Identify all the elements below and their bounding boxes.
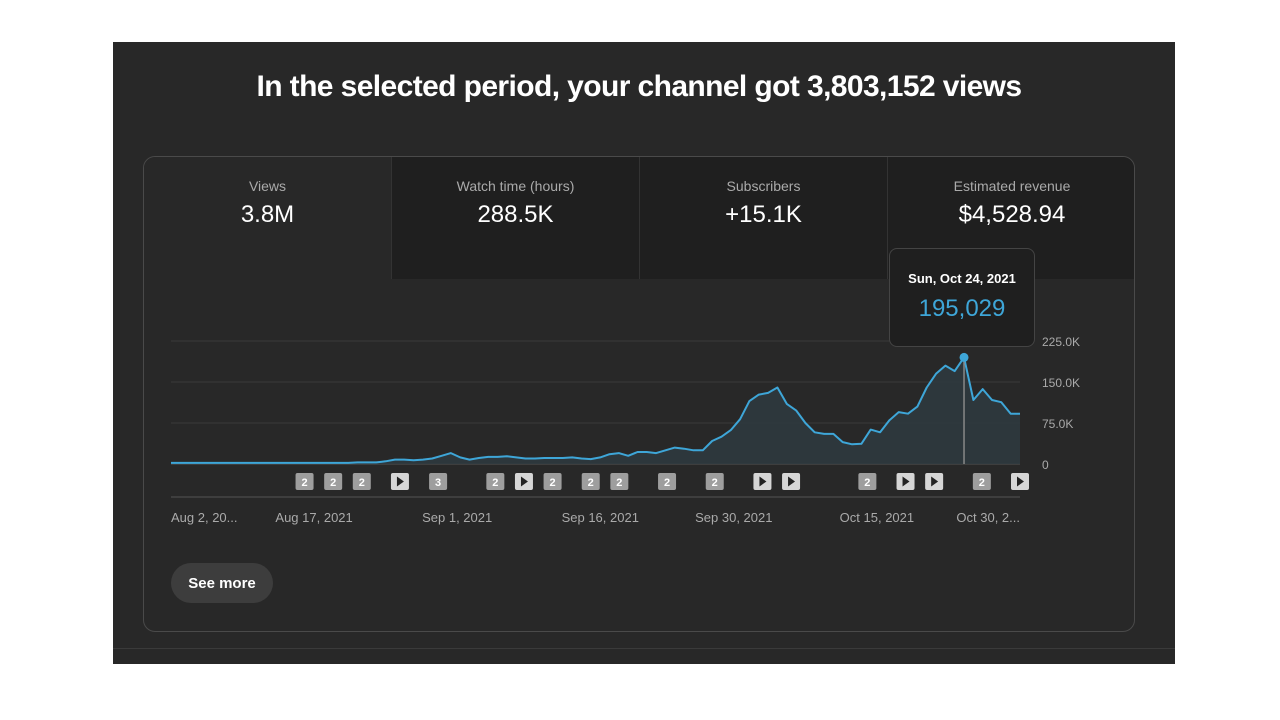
play-icon (902, 476, 910, 487)
count-marker[interactable]: 2 (486, 473, 505, 490)
metric-value: 3.8M (240, 201, 295, 228)
y-tick-label: 75.0K (1042, 417, 1073, 431)
panel-divider (113, 648, 1175, 649)
metric-label: Subscribers (726, 178, 801, 194)
x-tick-label: Oct 15, 2021 (840, 510, 914, 525)
count-marker[interactable]: 2 (610, 473, 629, 490)
video-marker[interactable] (1011, 473, 1029, 490)
play-icon (788, 476, 796, 487)
series-line (171, 356, 1020, 464)
metric-tab-views[interactable]: Views 3.8M (144, 157, 392, 279)
metric-value: $4,528.94 (958, 201, 1066, 228)
tooltip-value: 195,029 (918, 295, 1006, 322)
video-marker[interactable] (514, 473, 533, 490)
x-tick-label: Aug 2, 20... (171, 510, 238, 525)
count-marker[interactable]: 2 (543, 473, 562, 490)
chart-tooltip: Sun, Oct 24, 2021 195,029 (889, 248, 1035, 347)
x-tick-label: Aug 17, 2021 (275, 510, 352, 525)
count-marker[interactable]: 2 (972, 473, 991, 490)
y-tick-label: 0 (1042, 458, 1049, 472)
marker-count: 2 (588, 477, 594, 489)
metric-value: 288.5K (477, 201, 554, 228)
metric-value: +15.1K (725, 201, 802, 228)
count-marker[interactable]: 2 (352, 473, 371, 490)
see-more-button[interactable]: See more (171, 563, 273, 603)
count-marker[interactable]: 2 (324, 473, 343, 490)
x-tick-label: Sep 16, 2021 (562, 510, 639, 525)
marker-count: 2 (664, 477, 670, 489)
count-marker[interactable]: 2 (658, 473, 677, 490)
metric-label: Views (248, 178, 287, 194)
marker-count: 2 (301, 477, 307, 489)
play-icon (396, 476, 404, 487)
tooltip-date: Sun, Oct 24, 2021 (908, 271, 1016, 286)
metric-tab-watch-time[interactable]: Watch time (hours) 288.5K (392, 157, 640, 279)
metric-tab-subscribers[interactable]: Subscribers +15.1K (640, 157, 888, 279)
metric-label: Estimated revenue (953, 178, 1071, 194)
marker-count: 2 (550, 477, 556, 489)
marker-count: 2 (864, 477, 870, 489)
count-marker[interactable]: 2 (295, 473, 314, 490)
x-tick-label: Oct 30, 2... (956, 510, 1020, 525)
series-area (171, 357, 1020, 464)
marker-count: 2 (330, 477, 336, 489)
count-marker[interactable]: 2 (705, 473, 724, 490)
video-marker[interactable] (896, 473, 915, 490)
count-marker[interactable]: 2 (858, 473, 877, 490)
marker-count: 2 (712, 477, 718, 489)
highlight-point (959, 352, 969, 362)
play-icon (931, 476, 939, 487)
count-marker[interactable]: 3 (429, 473, 448, 490)
marker-count: 2 (979, 477, 985, 489)
metric-label: Watch time (hours) (456, 178, 575, 194)
y-tick-label: 150.0K (1042, 376, 1080, 390)
video-marker[interactable] (390, 473, 409, 490)
x-tick-label: Sep 1, 2021 (422, 510, 492, 525)
play-icon (520, 476, 528, 487)
y-tick-label: 225.0K (1042, 335, 1080, 349)
play-icon (759, 476, 767, 487)
video-marker[interactable] (753, 473, 772, 490)
page-headline: In the selected period, your channel got… (256, 70, 1022, 103)
marker-count: 3 (435, 477, 441, 489)
play-icon (1017, 476, 1024, 487)
marker-count: 2 (616, 477, 622, 489)
count-marker[interactable]: 2 (581, 473, 600, 490)
marker-count: 2 (492, 477, 498, 489)
video-marker[interactable] (925, 473, 944, 490)
video-marker[interactable] (782, 473, 801, 490)
x-tick-label: Sep 30, 2021 (695, 510, 772, 525)
marker-count: 2 (359, 477, 365, 489)
